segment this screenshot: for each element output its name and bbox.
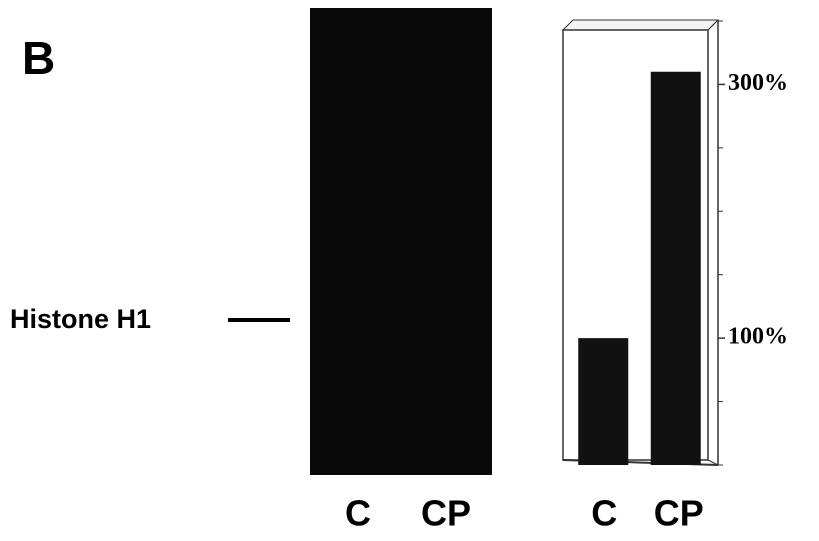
lane-label: CP bbox=[421, 493, 471, 534]
bar bbox=[578, 338, 628, 465]
x-tick-label: C bbox=[591, 493, 617, 534]
blot-image bbox=[310, 8, 492, 475]
panel-label: B bbox=[22, 32, 55, 84]
figure: B Histone H1 C CP 100% 300% C CP bbox=[0, 0, 819, 541]
bar bbox=[651, 72, 701, 465]
y-tick-label: 100% bbox=[728, 324, 788, 350]
page: B Histone H1 C CP 100%300%CCP (() => { c… bbox=[0, 0, 819, 541]
x-tick-label: CP bbox=[654, 493, 704, 534]
lane-label: C bbox=[345, 493, 371, 534]
frame-top bbox=[563, 20, 718, 30]
y-tick-label: 300% bbox=[728, 70, 788, 96]
band-label: Histone H1 bbox=[10, 304, 151, 334]
